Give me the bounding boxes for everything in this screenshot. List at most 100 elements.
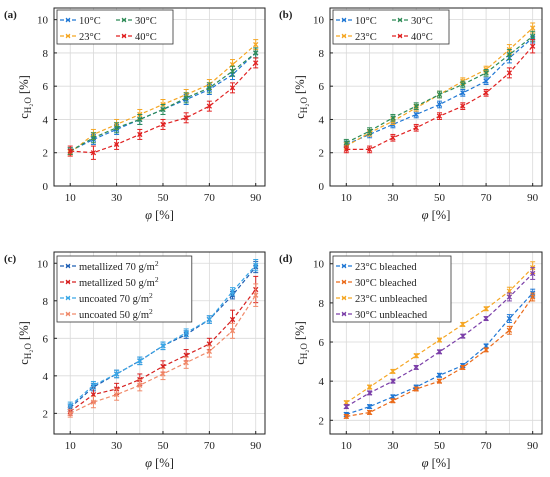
data-point xyxy=(483,347,489,353)
data-point xyxy=(460,333,466,339)
marker-stroke xyxy=(206,316,213,323)
y-tick-label: 4 xyxy=(319,114,325,126)
series-30-c-unbleached xyxy=(343,267,536,410)
marker-stroke xyxy=(206,103,213,109)
legend-marker xyxy=(341,279,347,285)
x-tick-label: 50 xyxy=(434,192,446,204)
x-tick-label: 70 xyxy=(204,440,216,452)
y-tick-label: 6 xyxy=(319,81,325,93)
data-point xyxy=(460,81,466,88)
marker-stroke xyxy=(413,111,419,118)
marker-stroke xyxy=(506,51,513,58)
marker-stroke xyxy=(436,101,443,108)
marker-stroke xyxy=(137,131,143,138)
data-point xyxy=(160,106,166,113)
y-tick-label: 2 xyxy=(43,148,49,160)
data-point xyxy=(530,43,536,49)
y-tick-label: 10 xyxy=(37,15,49,27)
data-point xyxy=(90,150,97,156)
data-point xyxy=(113,125,120,131)
legend-item: 30°C bleached xyxy=(336,278,417,289)
data-point xyxy=(67,410,73,417)
data-point xyxy=(413,125,419,131)
plot-frame xyxy=(329,7,543,187)
data-point xyxy=(206,348,213,355)
y-axis-label: cH₂O [%] xyxy=(293,75,309,119)
data-point xyxy=(343,140,349,146)
series-40-c xyxy=(343,39,536,154)
x-tick-label: 10 xyxy=(65,192,77,204)
data-point xyxy=(530,25,536,31)
marker-stroke xyxy=(253,262,259,268)
series-line xyxy=(69,52,257,152)
marker-stroke xyxy=(113,371,120,377)
data-point xyxy=(183,115,189,121)
data-point xyxy=(137,382,143,388)
panel-label: (c) xyxy=(4,253,17,265)
legend-marker xyxy=(341,295,347,301)
marker-stroke xyxy=(413,103,419,109)
marker-stroke xyxy=(113,391,120,398)
data-point xyxy=(436,101,443,108)
marker-stroke xyxy=(229,288,236,295)
marker-stroke xyxy=(530,270,536,277)
legend-item: metallized 70 g/m2 xyxy=(60,259,159,273)
data-point xyxy=(413,386,419,392)
series-30-c-bleached xyxy=(343,292,536,420)
legend-marker xyxy=(341,33,347,39)
panel-label: (a) xyxy=(4,9,17,21)
plot-frame xyxy=(329,251,543,435)
data-point xyxy=(366,146,373,153)
data-point xyxy=(67,148,73,154)
series-30-c xyxy=(343,30,536,147)
y-tick-label: 2 xyxy=(319,415,325,427)
marker-stroke xyxy=(366,384,373,390)
marker-stroke xyxy=(90,382,97,388)
data-point xyxy=(113,141,120,148)
data-point xyxy=(436,337,443,343)
data-point xyxy=(253,262,259,268)
legend-label: uncoated 50 g/m2 xyxy=(79,307,153,321)
data-point xyxy=(366,128,373,134)
legend-box xyxy=(332,255,452,323)
marker-stroke xyxy=(390,368,396,375)
marker-stroke xyxy=(343,413,349,420)
panel-label: (b) xyxy=(279,9,293,21)
legend-label: 10°C xyxy=(79,16,101,27)
data-point xyxy=(90,399,97,405)
y-tick-label: 4 xyxy=(319,376,325,388)
marker-stroke xyxy=(436,113,443,119)
data-point xyxy=(253,292,259,298)
marker-stroke xyxy=(413,386,419,392)
legend-label: uncoated 70 g/m2 xyxy=(79,291,153,305)
y-tick-label: 2 xyxy=(43,408,49,420)
marker-stroke xyxy=(366,390,373,396)
legend: 10°C 23°C 30°C 40°C xyxy=(332,9,450,45)
data-point xyxy=(67,403,73,409)
y-tick-label: 4 xyxy=(43,371,49,383)
panel-label: (d) xyxy=(279,253,293,265)
legend-label: 23°C unbleached xyxy=(355,294,428,305)
legend-item: 23°C xyxy=(336,32,377,43)
legend-marker xyxy=(121,17,127,23)
legend-marker xyxy=(341,263,347,269)
data-point xyxy=(137,116,143,123)
marker-stroke xyxy=(366,146,373,153)
panel-c: 10 30 50 70 90 2 4 6 8 10 φ [%] cH₂O [%] (c) metalliz… xyxy=(4,251,266,470)
marker-stroke xyxy=(460,333,466,339)
data-point xyxy=(413,103,419,109)
y-tick-label: 10 xyxy=(313,259,325,271)
marker-stroke xyxy=(137,358,143,364)
legend-label: 30°C unbleached xyxy=(355,310,428,321)
data-point xyxy=(90,382,97,388)
panel-d: 10 30 50 70 90 2 4 6 8 10 φ [%] cH₂O [%] (d) 23°C ble… xyxy=(279,251,543,470)
x-tick-label: 30 xyxy=(387,192,399,204)
data-point xyxy=(206,103,213,109)
data-point xyxy=(343,146,349,153)
y-tick-label: 8 xyxy=(319,298,325,310)
data-point xyxy=(506,294,513,300)
data-point xyxy=(90,135,97,141)
marker-stroke xyxy=(460,103,466,109)
marker-stroke xyxy=(90,150,97,156)
data-point xyxy=(436,378,443,384)
